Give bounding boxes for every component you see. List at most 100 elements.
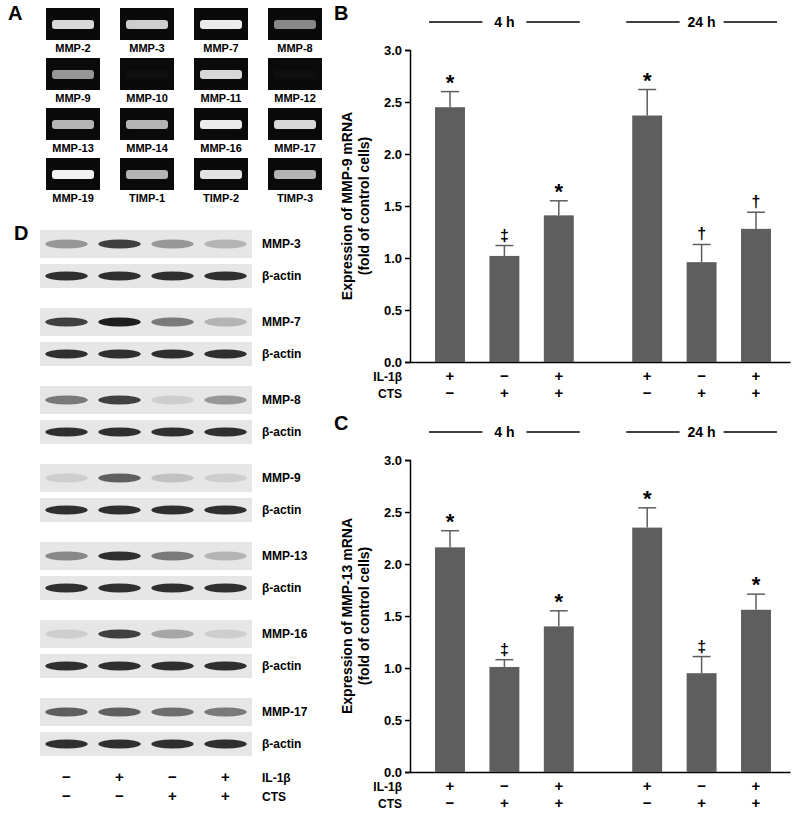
gel-band: [274, 70, 316, 79]
blot-strip: [40, 386, 252, 414]
blot-band: [204, 318, 246, 327]
gel-band: [200, 20, 242, 29]
gel-lane: [194, 58, 248, 90]
blot-band: [45, 396, 87, 405]
blot-band: [204, 552, 246, 561]
error-bar: [693, 244, 711, 262]
panel-letter: D: [14, 222, 28, 244]
group-rule: [724, 431, 777, 433]
error-bar-stem: [504, 246, 506, 256]
group-rule: [724, 21, 777, 23]
panel-letter: A: [8, 2, 22, 24]
blot-label: β-actin: [262, 347, 301, 361]
factor-level: −: [115, 787, 124, 804]
bar: [544, 215, 574, 362]
y-tick-mark: [405, 564, 410, 566]
blot-band: [204, 350, 246, 359]
group-label: 24 h: [688, 424, 716, 440]
gel-lane: [120, 108, 174, 140]
y-tick: 2.0: [384, 147, 410, 162]
gel-band: [52, 20, 94, 29]
y-tick-mark: [405, 102, 410, 104]
blot-band: [45, 506, 87, 515]
blot-label: β-actin: [262, 581, 301, 595]
gel-panel: AMMP-2MMP-3MMP-7MMP-8MMP-9MMP-10MMP-11MM…: [8, 2, 322, 204]
y-tick: 2.0: [384, 557, 410, 572]
significance-mark: ‡: [500, 641, 509, 658]
significance-mark: *: [555, 589, 564, 614]
factor-level: +: [446, 777, 455, 794]
significance-mark: *: [555, 179, 564, 204]
factor-level: +: [697, 384, 706, 401]
factor-level: +: [500, 794, 509, 811]
blot-strip: [40, 542, 252, 570]
error-bar: [747, 212, 765, 229]
factor-level: −: [500, 777, 509, 794]
significance-mark: †: [697, 225, 706, 242]
gel-label: MMP-13: [52, 142, 94, 154]
y-tick: 3.0: [384, 43, 410, 58]
blot-band: [151, 428, 193, 437]
bar-chart: C0.00.51.01.52.02.53.0Expression of MMP-…: [334, 412, 791, 811]
blot-band: [45, 662, 87, 671]
blot-label: MMP-3: [262, 237, 301, 251]
blot-band: [45, 474, 87, 483]
factor-level: +: [752, 794, 761, 811]
blot-band: [45, 240, 87, 249]
y-axis-title: Expression of MMP-13 mRNA: [339, 518, 355, 714]
blot-band: [204, 506, 246, 515]
error-bar-stem: [755, 212, 757, 229]
blot-band: [204, 428, 246, 437]
factor-level: +: [752, 384, 761, 401]
factor-level: −: [168, 768, 177, 785]
gel-label: MMP-3: [129, 42, 164, 54]
blot-label: MMP-13: [262, 549, 308, 563]
factor-name: IL-1β: [373, 780, 402, 794]
blot-label: β-actin: [262, 269, 301, 283]
gel-band: [200, 170, 242, 179]
gel-label: MMP-16: [200, 142, 242, 154]
blot-band: [204, 740, 246, 749]
bar: [687, 673, 717, 772]
gel-lane: [46, 8, 100, 40]
blot-band: [151, 396, 193, 405]
blot-strip: [40, 342, 252, 366]
y-tick-label: 0.0: [384, 355, 402, 370]
gel-band: [52, 70, 94, 79]
group-rule: [429, 431, 482, 433]
x-axis-line: [411, 772, 791, 774]
x-axis-line: [411, 362, 791, 364]
y-axis-line: [405, 461, 411, 773]
blot-strip: [40, 420, 252, 444]
y-tick-label: 1.5: [384, 609, 402, 624]
error-bar: [693, 657, 711, 674]
y-tick-label: 1.0: [384, 251, 402, 266]
gel-label: MMP-7: [203, 42, 238, 54]
factor-level: −: [62, 768, 71, 785]
blot-band: [204, 240, 246, 249]
gel-label: MMP-8: [277, 42, 312, 54]
blot-band: [151, 708, 193, 717]
gel-band: [274, 120, 316, 129]
blot-band: [151, 630, 193, 639]
blot-label: MMP-16: [262, 627, 308, 641]
y-tick: 0.5: [384, 303, 410, 318]
blot-band: [45, 428, 87, 437]
blot-band: [204, 662, 246, 671]
blot-band: [98, 662, 140, 671]
bar: [632, 528, 662, 772]
error-bar: [495, 660, 513, 667]
gel-band: [274, 170, 316, 179]
gel-band: [126, 20, 168, 29]
error-bar-stem: [701, 244, 703, 262]
group-label: 4 h: [494, 424, 514, 440]
y-tick: 1.5: [384, 609, 410, 624]
gel-band: [126, 120, 168, 129]
error-bar-cap: [693, 656, 711, 658]
y-tick-label: 0.0: [384, 765, 402, 780]
bar: [544, 626, 574, 772]
error-bar-cap: [693, 244, 711, 246]
factor-level: +: [643, 777, 652, 794]
gel-label: MMP-14: [126, 142, 168, 154]
gel-lane: [120, 58, 174, 90]
